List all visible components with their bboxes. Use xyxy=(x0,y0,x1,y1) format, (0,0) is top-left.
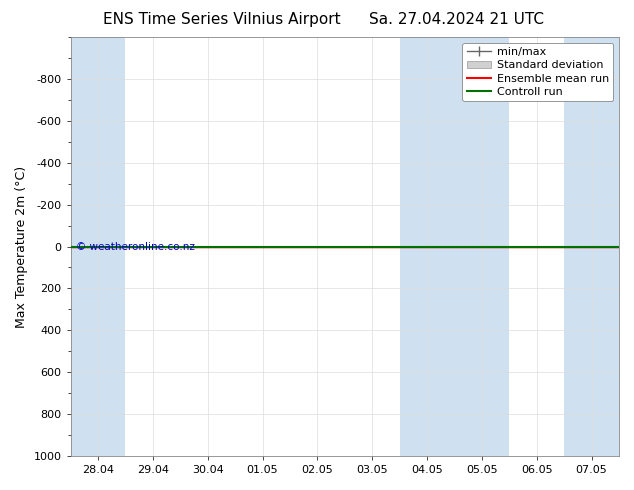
Text: ENS Time Series Vilnius Airport: ENS Time Series Vilnius Airport xyxy=(103,12,340,27)
Bar xyxy=(399,37,455,456)
Bar xyxy=(564,37,619,456)
Y-axis label: Max Temperature 2m (°C): Max Temperature 2m (°C) xyxy=(15,166,28,328)
Bar xyxy=(70,37,126,456)
Text: Sa. 27.04.2024 21 UTC: Sa. 27.04.2024 21 UTC xyxy=(369,12,544,27)
Legend: min/max, Standard deviation, Ensemble mean run, Controll run: min/max, Standard deviation, Ensemble me… xyxy=(462,43,614,101)
Text: © weatheronline.co.nz: © weatheronline.co.nz xyxy=(76,242,195,251)
Bar xyxy=(455,37,509,456)
